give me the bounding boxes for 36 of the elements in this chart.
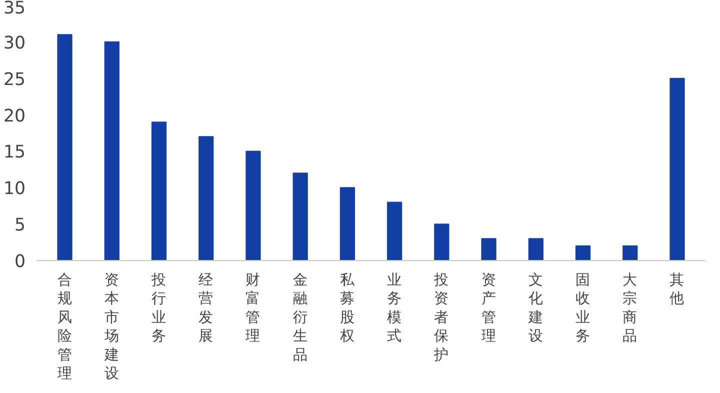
x-tick-label: 私募股权 bbox=[338, 272, 356, 345]
y-tick-label: 10 bbox=[3, 179, 26, 200]
bar bbox=[434, 224, 450, 260]
x-tick-label: 大宗商品 bbox=[622, 272, 638, 345]
bar bbox=[292, 172, 308, 260]
x-tick-label: 业务模式 bbox=[387, 272, 402, 345]
x-tick-label: 固收业务 bbox=[576, 272, 591, 345]
x-tick-label: 投资者保护 bbox=[433, 272, 450, 364]
bar bbox=[198, 136, 214, 260]
y-tick-label: 35 bbox=[3, 0, 26, 18]
bar bbox=[151, 122, 167, 260]
x-tick-label: 资产管理 bbox=[481, 272, 496, 345]
bar bbox=[622, 245, 638, 260]
y-tick-label: 30 bbox=[3, 33, 26, 54]
bar bbox=[340, 187, 356, 260]
x-tick-label: 资本市场建设 bbox=[103, 272, 120, 382]
x-tick-label: 其他 bbox=[670, 272, 685, 308]
bar bbox=[481, 238, 496, 260]
bar bbox=[57, 34, 72, 260]
x-tick-label: 经营发展 bbox=[198, 272, 214, 345]
x-tick-label: 投行业务 bbox=[150, 272, 166, 345]
x-tick-label: 财富管理 bbox=[246, 272, 261, 345]
bar bbox=[246, 150, 261, 260]
y-tick-label: 15 bbox=[3, 142, 26, 163]
y-tick-label: 5 bbox=[14, 216, 26, 236]
bar bbox=[386, 202, 402, 260]
bar bbox=[104, 41, 120, 260]
x-tick-label: 合规风险管理 bbox=[57, 272, 72, 382]
bar bbox=[528, 238, 544, 260]
bar bbox=[670, 78, 685, 260]
y-tick-label: 0 bbox=[14, 252, 26, 272]
x-tick-label: 金融衍生品 bbox=[292, 272, 308, 364]
bar bbox=[575, 245, 591, 260]
x-tick-label: 文化建设 bbox=[527, 272, 544, 345]
y-tick-label: 25 bbox=[3, 70, 26, 90]
y-tick-label: 20 bbox=[3, 106, 26, 126]
